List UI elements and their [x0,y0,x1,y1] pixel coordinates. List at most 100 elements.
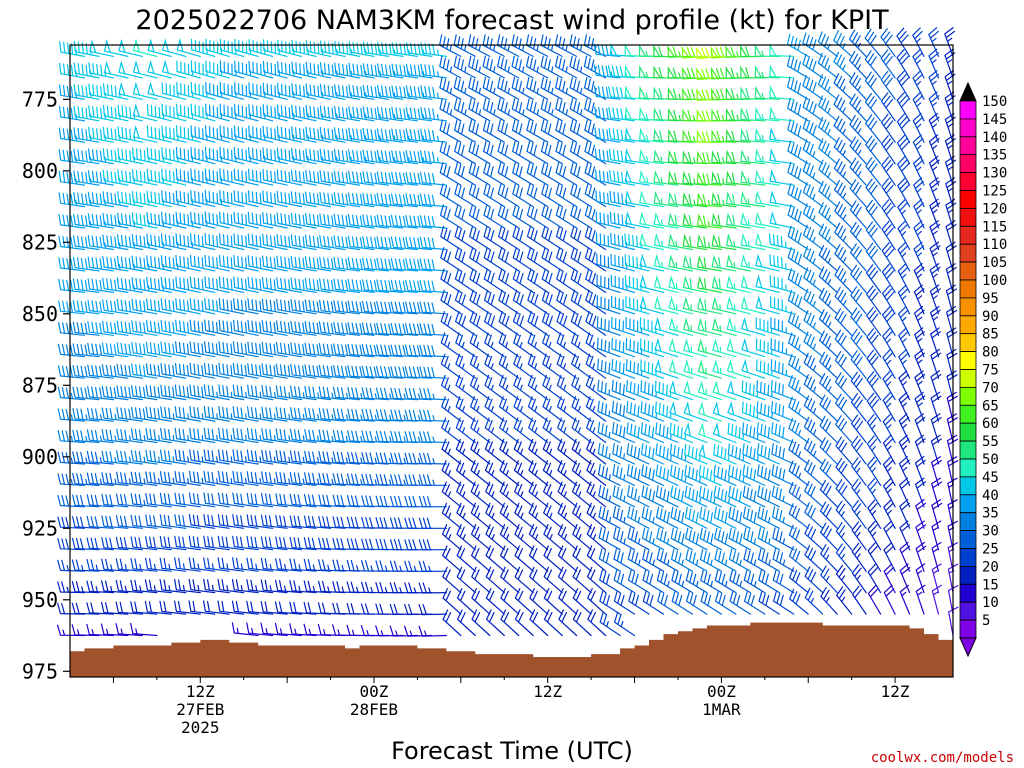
wind-barb [512,204,534,229]
wind-barb [483,162,505,186]
wind-barb [333,300,361,315]
colorbar-label: 125 [982,184,1007,200]
wind-barb [190,103,216,122]
wind-barb [671,548,693,572]
wind-barb [608,86,636,100]
wind-barb [361,322,390,336]
wind-barb [469,353,491,379]
wind-barb [176,60,201,79]
wind-barb [818,309,838,336]
wind-barb [147,59,172,79]
wind-barb [391,85,418,100]
wind-barb [834,329,853,358]
wind-barb [456,502,476,529]
wind-barb [159,600,187,615]
wind-barb [360,603,390,615]
wind-barb [347,343,375,358]
wind-barb [944,112,956,143]
wind-barb [404,625,433,637]
colorbar-label: 10 [982,595,999,611]
wind-barb [499,438,520,465]
wind-barb [755,317,780,336]
wind-barb [57,516,86,529]
wind-barb [570,183,592,208]
wind-barb [498,353,520,379]
wind-barb [850,350,867,379]
wind-barb [557,545,578,572]
wind-barb [944,134,956,165]
wind-barb [528,545,549,572]
wind-barb [802,75,824,100]
wind-barb [116,428,143,444]
wind-barb [584,140,607,165]
wind-barb [59,62,86,79]
wind-barb [483,247,505,272]
wind-barb [880,92,896,122]
wind-barb [786,55,809,79]
wind-barb [291,39,317,57]
wind-barb [72,256,100,272]
wind-barb [86,450,114,465]
wind-barb [189,341,216,358]
wind-barb [346,495,375,508]
wind-barb [305,191,332,208]
wind-barb [682,170,708,186]
wind-barb [439,55,462,79]
wind-barb [555,98,578,122]
wind-barb [418,560,447,572]
colorbar-swatch [959,225,977,245]
wind-barb [218,449,245,465]
wind-barb [772,569,795,594]
wind-barb [599,590,621,615]
wind-barb [653,190,679,208]
wind-barb [527,332,549,358]
wind-barb [572,545,592,572]
wind-barb [611,379,636,401]
wind-barb [247,276,274,293]
wind-barb [897,220,911,251]
wind-barb [262,168,288,186]
wind-barb [404,431,433,444]
wind-barb [513,396,534,422]
wind-barb [787,311,809,336]
wind-barb [833,137,853,165]
wind-barb [684,443,708,465]
wind-barb [569,140,592,165]
colorbar-swatch [959,351,977,370]
wind-barb [275,428,303,444]
wind-barb [471,588,491,615]
wind-barb [597,379,621,401]
wind-barb [391,63,418,79]
wind-barb [404,452,433,465]
colorbar-label: 80 [982,345,999,361]
wind-barb [867,585,882,615]
wind-barb [653,232,679,251]
wind-barb [204,254,230,272]
wind-barb [390,452,418,465]
wind-barb [897,284,911,315]
wind-barb [469,311,491,336]
wind-barb [513,460,534,486]
wind-barb [277,39,303,57]
wind-barb [639,169,665,186]
wind-barb [71,559,100,572]
wind-barb [159,492,187,508]
wind-barb [511,55,534,79]
wind-barb [247,298,274,315]
wind-barb [73,170,100,186]
wind-barb [219,103,245,122]
wind-barb [404,344,433,358]
wind-barb [697,296,722,315]
wind-barb [131,277,158,293]
wind-barb [771,422,795,444]
wind-barb [439,34,462,57]
wind-barb [754,43,780,57]
wind-barb [454,162,476,186]
wind-barb [912,91,925,122]
wind-barb [291,61,317,79]
wind-barb [131,363,158,379]
wind-barb [755,274,780,293]
colorbar-swatch [959,583,977,603]
wind-barb [453,55,476,79]
wind-barb [740,211,766,229]
